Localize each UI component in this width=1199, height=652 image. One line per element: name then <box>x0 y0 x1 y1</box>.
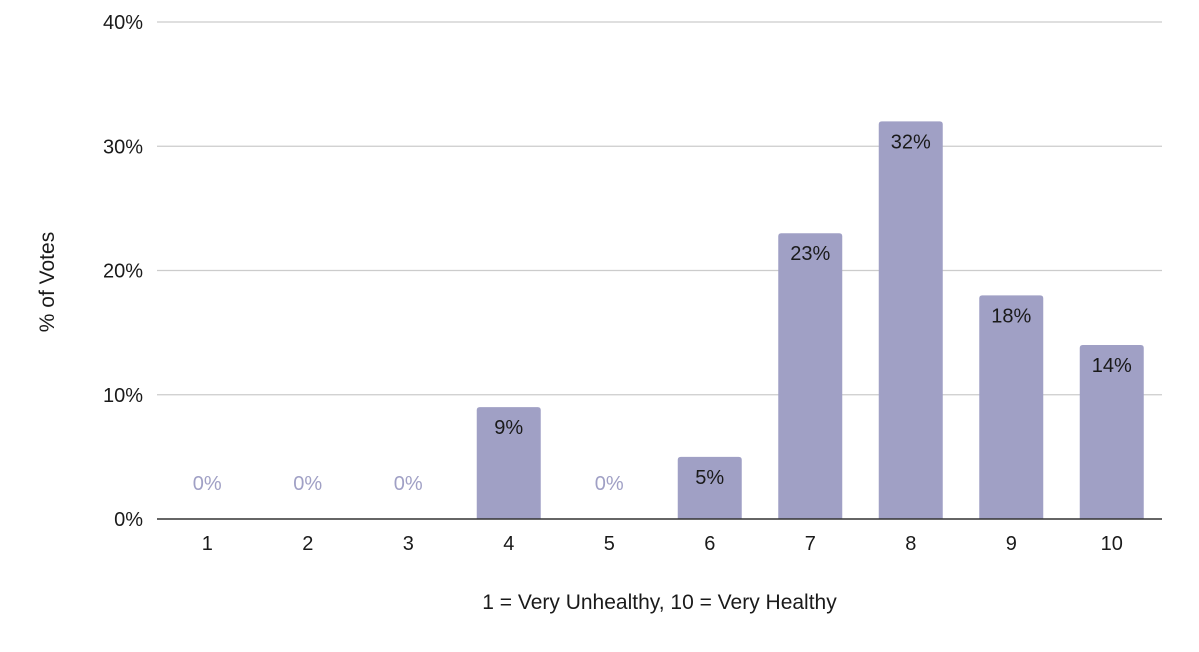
x-tick-label: 3 <box>403 533 414 555</box>
bars <box>476 121 1144 520</box>
bar <box>677 456 742 519</box>
x-tick-label: 2 <box>302 533 313 555</box>
data-label: 0% <box>394 473 423 495</box>
x-tick-label: 10 <box>1101 533 1123 555</box>
x-tick-label: 7 <box>805 533 816 555</box>
data-label: 9% <box>494 417 523 439</box>
x-tick-label: 1 <box>202 533 213 555</box>
data-label: 14% <box>1092 355 1132 377</box>
bar <box>476 407 541 519</box>
data-label: 18% <box>991 305 1031 327</box>
x-tick-label: 9 <box>1006 533 1017 555</box>
bar <box>878 121 943 520</box>
data-label: 32% <box>891 131 931 153</box>
x-axis-ticks: 1 2 3 4 5 6 7 8 9 10 <box>202 533 1123 555</box>
x-axis-title: 1 = Very Unhealthy, 10 = Very Healthy <box>482 591 837 614</box>
data-labels: 0% 0% 0% 9% 0% 5% 23% 32% 18% 14% <box>193 131 1132 495</box>
y-tick-label: 40% <box>103 12 143 34</box>
y-tick-label: 20% <box>103 261 143 283</box>
bar <box>1079 345 1144 519</box>
x-tick-label: 4 <box>503 533 514 555</box>
x-tick-label: 6 <box>704 533 715 555</box>
data-label: 0% <box>595 473 624 495</box>
data-label: 0% <box>193 473 222 495</box>
data-label: 5% <box>695 467 724 489</box>
data-label: 0% <box>293 473 322 495</box>
y-axis-title: % of Votes <box>36 232 59 332</box>
x-tick-label: 8 <box>905 533 916 555</box>
bar <box>778 233 843 519</box>
y-tick-label: 10% <box>103 385 143 407</box>
data-label: 23% <box>790 243 830 265</box>
bar <box>979 295 1044 519</box>
y-tick-label: 30% <box>103 136 143 158</box>
x-tick-label: 5 <box>604 533 615 555</box>
y-tick-label: 0% <box>114 509 143 531</box>
y-axis-ticks: 0% 10% 20% 30% 40% <box>103 12 143 531</box>
